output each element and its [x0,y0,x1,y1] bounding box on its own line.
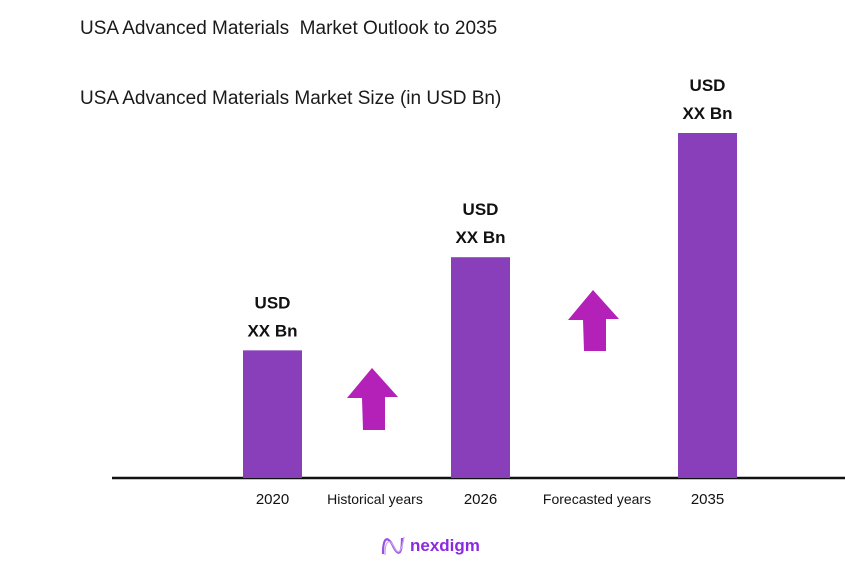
chart-title: USA Advanced Materials Market Outlook to… [80,18,498,39]
x-tick-label-2026: 2026 [464,491,497,508]
data-label-2026: XX Bn [455,228,505,247]
x-tick-label-2035: 2035 [691,491,724,508]
growth-arrow-up-icon [568,290,619,351]
bar-2020 [243,350,302,478]
nexdigm-logo: nexdigm [380,534,480,558]
bar-2035 [678,133,737,478]
nexdigm-logo-icon [381,536,405,556]
x-tick-label-2020: 2020 [256,491,289,508]
bar-2026 [451,257,510,478]
growth-arrow-up-icon [347,368,398,430]
period-label: Forecasted years [543,491,651,507]
period-label: Historical years [327,491,423,507]
chart-subtitle: USA Advanced Materials Market Size (in U… [80,88,502,109]
data-label-2026: USD [463,200,499,219]
data-label-2020: USD [255,293,291,312]
data-label-2035: USD [690,76,726,95]
brand-name: nexdigm [410,536,480,555]
data-label-2035: XX Bn [682,104,732,123]
data-label-2020: XX Bn [247,321,297,340]
